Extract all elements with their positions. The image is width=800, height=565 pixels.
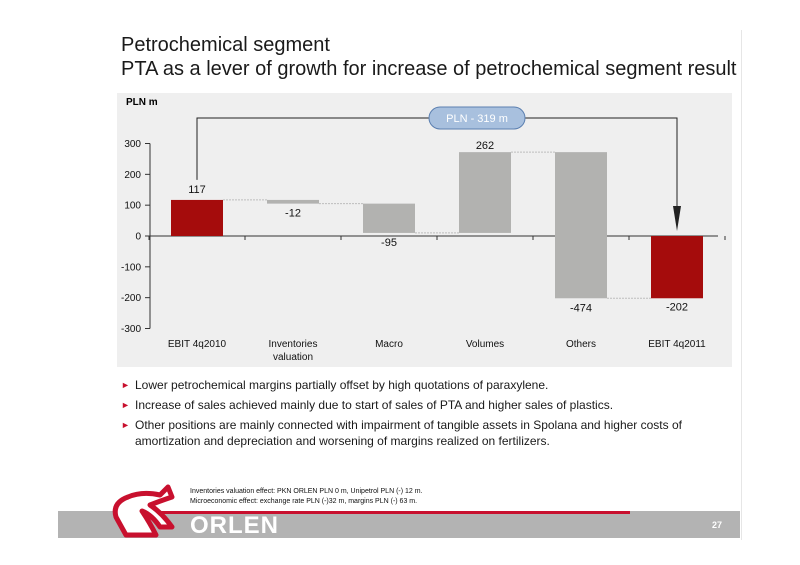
category-label: Others: [566, 339, 596, 350]
category-label: Volumes: [466, 339, 504, 350]
y-tick-label: -300: [121, 324, 141, 335]
footnotes: Inventories valuation effect: PKN ORLEN …: [190, 487, 423, 507]
footer-accent-line: [118, 511, 630, 514]
callout-pill: [428, 106, 526, 130]
orlen-logo: ORLEN: [112, 484, 279, 539]
bar: [171, 199, 223, 236]
arrowhead-icon: [673, 206, 681, 231]
category-label: EBIT 4q2011: [648, 339, 706, 350]
bullet-arrow-icon: ►: [121, 400, 130, 410]
category-label: Macro: [375, 339, 403, 350]
bar: [555, 152, 607, 299]
title-line-1: Petrochemical segment: [121, 34, 330, 56]
data-label: -202: [666, 301, 688, 313]
y-tick-label: 300: [124, 139, 141, 150]
eagle-icon: [112, 484, 175, 538]
data-label: -95: [381, 237, 397, 249]
bullet-item: ► Lower petrochemical margins partially …: [121, 377, 731, 393]
category-label: Inventories: [269, 339, 318, 350]
page-number: 27: [712, 520, 723, 530]
logo-wordmark: ORLEN: [190, 512, 279, 539]
unit-label: PLN m: [126, 97, 158, 108]
page-title: Petrochemical segment PTA as a lever of …: [121, 33, 736, 81]
data-label: -474: [570, 302, 592, 314]
y-tick-label: -100: [121, 262, 141, 273]
bullet-item: ► Increase of sales achieved mainly due …: [121, 397, 731, 413]
data-label: -12: [285, 208, 301, 220]
y-tick-label: -200: [121, 293, 141, 304]
bullet-arrow-icon: ►: [121, 420, 130, 430]
category-label: EBIT 4q2010: [168, 339, 227, 350]
y-tick-label: 0: [135, 232, 141, 243]
bullet-item: ► Other positions are mainly connected w…: [121, 417, 731, 449]
callout-label: PLN - 319 m: [446, 113, 508, 125]
footnote-line: Microeconomic effect: exchange rate PLN …: [190, 498, 418, 505]
bullet-text: Other positions are mainly connected wit…: [135, 418, 682, 448]
data-label: 262: [476, 140, 494, 152]
bullet-list: ► Lower petrochemical margins partially …: [121, 377, 731, 453]
bar: [267, 199, 319, 204]
bar: [459, 152, 511, 233]
y-tick-label: 200: [124, 170, 141, 181]
bullet-text: Increase of sales achieved mainly due to…: [135, 398, 614, 412]
vertical-divider: [741, 30, 742, 540]
data-label: 117: [188, 184, 206, 196]
bullet-text: Lower petrochemical margins partially of…: [135, 378, 549, 392]
title-line-2: PTA as a lever of growth for increase of…: [121, 58, 737, 80]
footnote-line: Inventories valuation effect: PKN ORLEN …: [190, 488, 423, 495]
bar: [363, 203, 415, 233]
bullet-arrow-icon: ►: [121, 380, 130, 390]
bar: [651, 236, 703, 299]
category-label: valuation: [273, 352, 313, 363]
y-tick-label: 100: [124, 201, 141, 212]
